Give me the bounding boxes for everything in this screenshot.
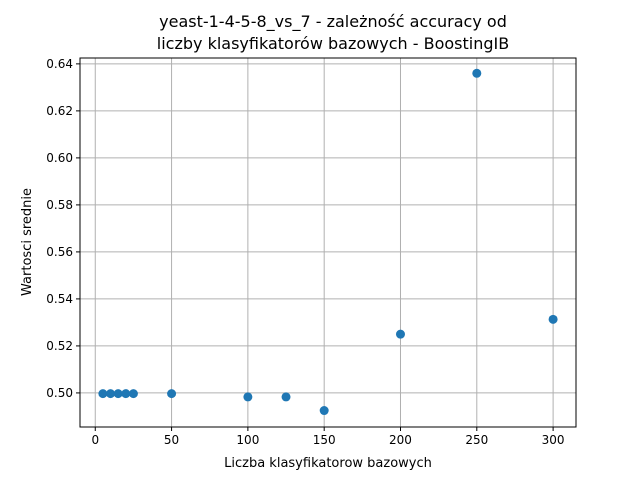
y-tick-label: 0.58 bbox=[46, 198, 73, 212]
grid bbox=[80, 58, 576, 427]
x-tick-label: 300 bbox=[542, 433, 565, 447]
x-tick-label: 250 bbox=[465, 433, 488, 447]
data-point bbox=[98, 389, 108, 399]
x-tick-label: 0 bbox=[91, 433, 99, 447]
data-point bbox=[472, 68, 482, 78]
data-point bbox=[243, 392, 253, 402]
axis-ticks: 0 50 100 150 200 250 300 0.50 0.52 0.54 0.56 0.58 0.… bbox=[46, 57, 564, 447]
data-point bbox=[121, 389, 131, 399]
data-point bbox=[106, 389, 116, 399]
data-point bbox=[548, 314, 558, 324]
y-tick-label: 0.60 bbox=[46, 151, 73, 165]
chart-title-line-2: liczby klasyfikatorów bazowych - Boostin… bbox=[157, 34, 509, 53]
x-tick-label: 100 bbox=[236, 433, 259, 447]
y-tick-label: 0.50 bbox=[46, 386, 73, 400]
plot-area-frame bbox=[79, 57, 577, 428]
data-points bbox=[98, 68, 558, 416]
x-axis-label: Liczba klasyfikatorow bazowych bbox=[224, 456, 432, 471]
y-tick-label: 0.56 bbox=[46, 245, 73, 259]
x-tick-label: 50 bbox=[164, 433, 179, 447]
data-point bbox=[113, 389, 123, 399]
x-tick-label: 200 bbox=[389, 433, 412, 447]
chart-title-line-1: yeast-1-4-5-8_vs_7 - zależność accuracy … bbox=[159, 12, 507, 32]
x-tick-label: 150 bbox=[313, 433, 336, 447]
data-point bbox=[281, 392, 291, 402]
y-tick-label: 0.52 bbox=[46, 339, 73, 353]
y-axis-label: Wartosci srednie bbox=[20, 188, 35, 296]
data-point bbox=[128, 389, 138, 399]
y-tick-label: 0.64 bbox=[46, 57, 73, 71]
y-tick-label: 0.62 bbox=[46, 104, 73, 118]
data-point bbox=[319, 406, 329, 416]
data-point bbox=[395, 329, 405, 339]
y-tick-label: 0.54 bbox=[46, 292, 73, 306]
data-point bbox=[167, 389, 177, 399]
